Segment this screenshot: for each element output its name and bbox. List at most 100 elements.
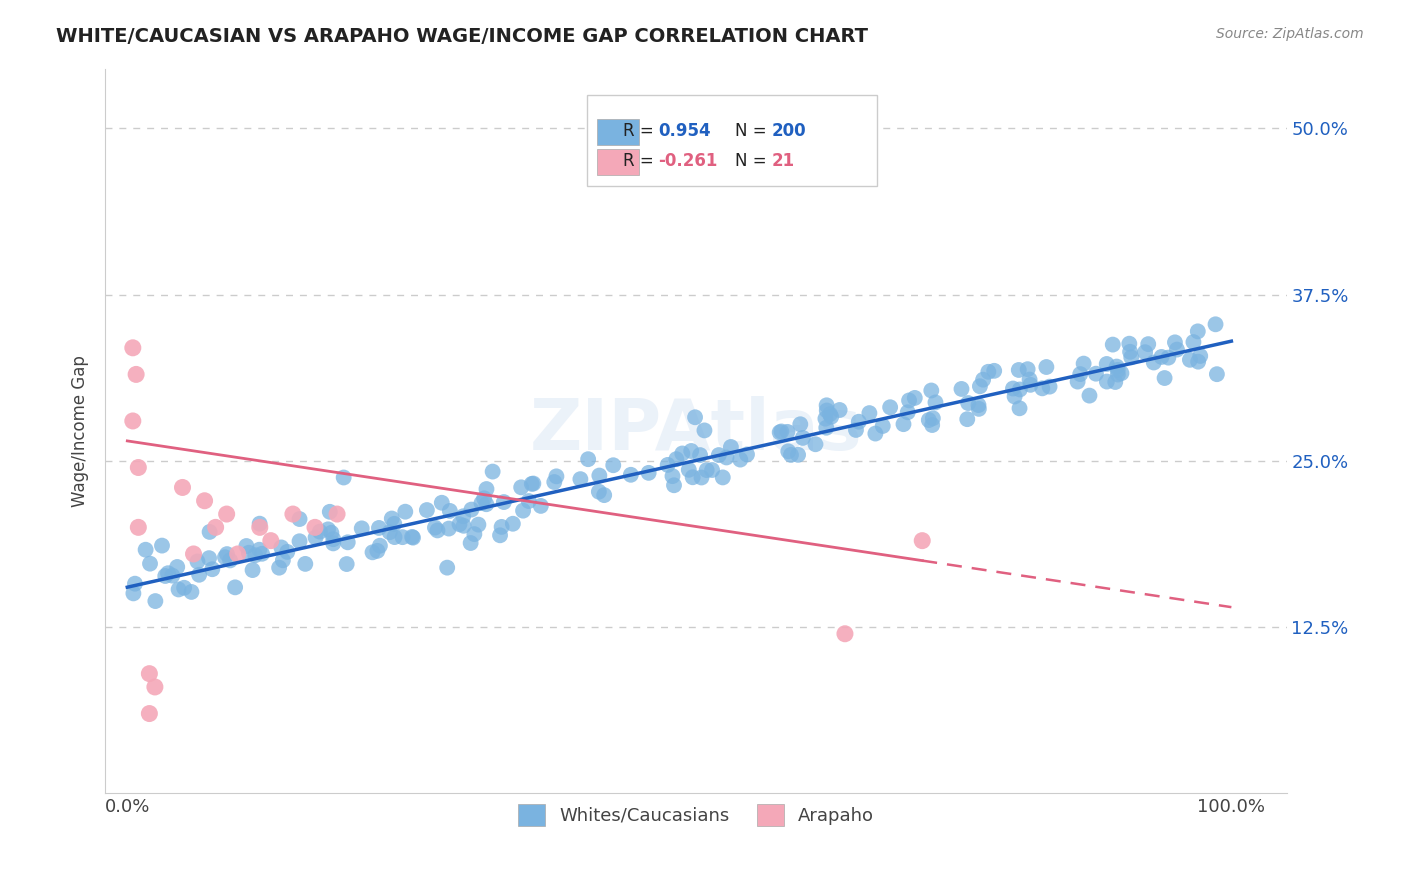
Point (401, 530, 423, 544)
Point (543, 475, 565, 489)
Point (194, 493, 217, 508)
Point (247, 542, 270, 557)
Point (1078, 389, 1101, 403)
Point (430, 496, 453, 510)
Point (294, 557, 316, 571)
Legend: Whites/Caucasians, Arapaho: Whites/Caucasians, Arapaho (509, 795, 883, 835)
Point (983, 364, 1005, 378)
Point (1157, 351, 1180, 365)
Point (1143, 355, 1166, 369)
Point (693, 424, 716, 438)
Point (683, 410, 706, 425)
Text: 21: 21 (772, 153, 794, 170)
Point (276, 545, 298, 559)
Point (1008, 363, 1031, 377)
Point (512, 503, 534, 517)
Point (242, 563, 264, 577)
Point (1031, 381, 1053, 395)
Point (1189, 349, 1212, 363)
Point (157, 566, 180, 581)
Point (820, 409, 842, 424)
Point (416, 503, 439, 517)
Text: WHITE/CAUCASIAN VS ARAPAHO WAGE/INCOME GAP CORRELATION CHART: WHITE/CAUCASIAN VS ARAPAHO WAGE/INCOME G… (56, 27, 869, 45)
Point (845, 423, 868, 437)
Point (249, 520, 271, 534)
Point (172, 480, 194, 494)
Point (173, 581, 195, 595)
Point (1101, 337, 1123, 351)
Point (321, 525, 343, 540)
Point (977, 365, 1000, 379)
Point (879, 401, 901, 415)
Text: -0.261: -0.261 (658, 153, 717, 170)
Point (671, 446, 693, 460)
Point (1206, 367, 1229, 381)
Point (848, 415, 870, 429)
Point (1017, 362, 1039, 376)
Point (470, 496, 492, 510)
Point (530, 499, 553, 513)
Point (950, 382, 973, 396)
Point (1069, 367, 1091, 381)
Point (492, 495, 515, 509)
Point (460, 502, 482, 516)
Point (865, 426, 887, 441)
Point (967, 401, 990, 416)
Point (316, 522, 339, 536)
Point (304, 531, 326, 545)
Point (1018, 372, 1040, 386)
Point (682, 470, 704, 484)
Point (449, 517, 471, 532)
Text: 0.954: 0.954 (658, 122, 710, 140)
Point (402, 531, 425, 545)
Point (711, 470, 734, 484)
Point (858, 406, 880, 420)
Point (439, 504, 461, 518)
Point (588, 484, 610, 499)
Point (322, 536, 344, 550)
Point (368, 521, 391, 535)
Point (250, 547, 273, 561)
Point (700, 463, 723, 477)
Point (681, 444, 703, 458)
Point (735, 447, 758, 461)
Point (730, 452, 752, 467)
Point (1105, 359, 1128, 374)
Point (288, 512, 311, 526)
Point (288, 534, 311, 549)
Point (1137, 337, 1160, 351)
Point (1107, 363, 1129, 377)
Point (921, 411, 943, 425)
Point (451, 509, 474, 524)
Point (1182, 334, 1205, 349)
Point (804, 437, 827, 451)
Point (260, 533, 283, 548)
Point (637, 466, 659, 480)
Point (183, 547, 205, 561)
Point (789, 417, 811, 432)
Point (602, 458, 624, 473)
Point (201, 562, 224, 576)
Point (125, 368, 148, 382)
Point (481, 465, 503, 479)
Text: ZIPAtlas: ZIPAtlas (530, 396, 862, 466)
Point (139, 557, 162, 571)
Point (522, 476, 544, 491)
Point (238, 546, 260, 560)
Point (366, 544, 388, 558)
Point (1095, 375, 1118, 389)
Point (815, 398, 838, 412)
Point (776, 425, 799, 439)
Point (121, 414, 143, 428)
Point (897, 405, 920, 419)
Point (180, 585, 202, 599)
Point (720, 440, 742, 454)
Point (1118, 336, 1140, 351)
Point (381, 511, 404, 525)
Point (1008, 401, 1031, 416)
Point (502, 516, 524, 531)
Point (198, 551, 221, 566)
Point (972, 373, 994, 387)
Point (569, 472, 592, 486)
FancyBboxPatch shape (596, 119, 640, 145)
